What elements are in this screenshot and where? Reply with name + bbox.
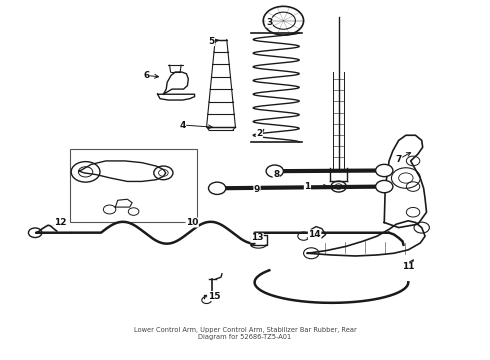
Text: 5: 5 (208, 37, 215, 46)
Text: 14: 14 (308, 230, 321, 239)
Text: 10: 10 (186, 218, 198, 227)
Text: 6: 6 (144, 71, 149, 80)
Text: 7: 7 (395, 155, 402, 164)
Text: 12: 12 (54, 218, 66, 227)
Circle shape (376, 180, 393, 193)
Bar (70, 149, 197, 222)
Text: 8: 8 (273, 170, 279, 179)
Circle shape (376, 164, 393, 177)
Text: 11: 11 (402, 262, 415, 271)
Text: 4: 4 (179, 121, 186, 130)
Text: 13: 13 (251, 233, 263, 242)
Text: 9: 9 (254, 185, 260, 194)
Text: 1: 1 (304, 182, 311, 191)
Text: 15: 15 (208, 292, 220, 301)
Text: 3: 3 (266, 18, 272, 27)
Circle shape (209, 182, 226, 194)
Text: 2: 2 (256, 129, 263, 138)
Text: Lower Control Arm, Upper Control Arm, Stabilizer Bar Rubber, Rear
Diagram for 52: Lower Control Arm, Upper Control Arm, St… (134, 327, 356, 340)
Circle shape (266, 165, 283, 177)
